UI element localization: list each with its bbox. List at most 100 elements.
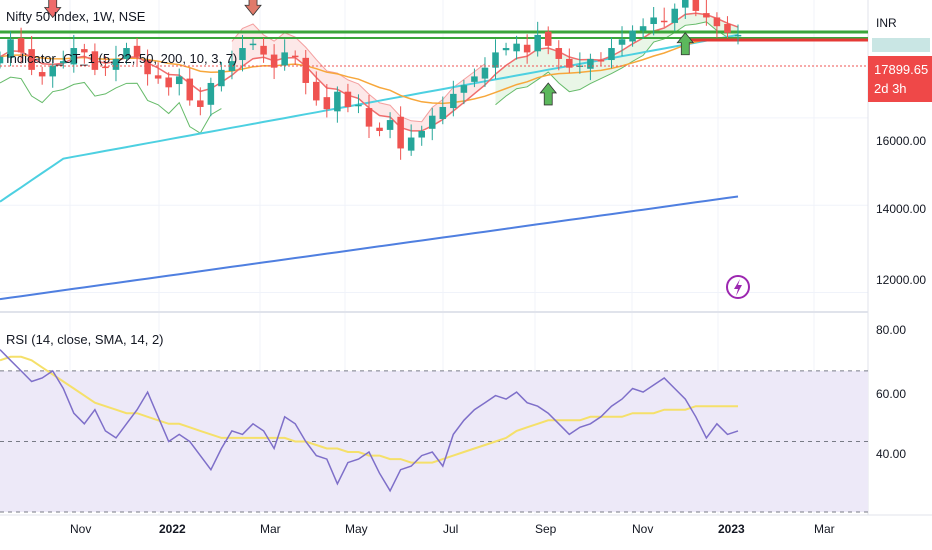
- currency-label: INR: [876, 16, 897, 30]
- candle-body-70: [734, 34, 742, 37]
- lightning-icon[interactable]: [734, 279, 742, 296]
- candle-body-16: [165, 77, 172, 88]
- candle-body-41: [428, 115, 436, 129]
- supertrend-early-line: [0, 76, 222, 134]
- candle-body-3: [28, 49, 35, 70]
- candle-body-31: [323, 97, 331, 110]
- candle-body-62: [650, 17, 657, 25]
- candle-body-5: [49, 65, 56, 77]
- candle-body-2: [17, 38, 25, 53]
- candle-body-10: [102, 66, 109, 69]
- candle-body-22: [228, 61, 236, 71]
- candle-body-4: [38, 72, 46, 77]
- candle-body-59: [618, 39, 626, 45]
- supertrend-up-line: [495, 21, 739, 106]
- time-tick-2022: 2022: [159, 522, 186, 536]
- time-tick-nov-2022: Nov: [632, 522, 653, 536]
- candle-body-14: [144, 60, 151, 75]
- buy-arrow-2: [676, 32, 695, 56]
- candle-body-27: [281, 52, 288, 66]
- candle-body-63: [660, 20, 668, 23]
- candle-body-18: [186, 78, 194, 101]
- candle-body-9: [91, 51, 99, 70]
- resistance-lines: [0, 30, 868, 42]
- candle-body-64: [671, 8, 679, 23]
- candle-body-38: [397, 116, 404, 149]
- candle-body-67: [703, 13, 710, 18]
- time-tick-may: May: [345, 522, 368, 536]
- indicator-legend[interactable]: Indicator_CT_1 (5, 22, 50, 200, 10, 3, 7…: [6, 51, 238, 66]
- candle-body-53: [555, 48, 563, 59]
- candle-body-15: [154, 75, 162, 79]
- time-tick-nov-2021: Nov: [70, 522, 91, 536]
- candle-body-25: [260, 45, 267, 55]
- price-tick-14000: 14000.00: [876, 202, 926, 216]
- candle-body-11: [112, 58, 120, 70]
- sell-arrow-2: [244, 0, 262, 16]
- candle-body-66: [692, 0, 700, 11]
- candle-body-61: [639, 26, 647, 31]
- time-tick-sep: Sep: [535, 522, 557, 536]
- candle-body-29: [302, 57, 310, 83]
- candle-body-12: [123, 48, 130, 59]
- symbol-legend[interactable]: Nifty 50 Index, 1W, NSE: [6, 9, 146, 24]
- candle-body-54: [566, 58, 573, 68]
- candle-body-21: [218, 69, 225, 87]
- candlestick-series: [0, 0, 742, 160]
- candle-body-23: [239, 48, 246, 61]
- candle-body-34: [355, 104, 362, 107]
- candle-body-65: [682, 0, 689, 8]
- candle-body-32: [334, 91, 341, 112]
- candle-body-44: [460, 85, 468, 93]
- last-price-badge: [868, 56, 932, 102]
- rsi-tick-60: 60.00: [876, 387, 906, 401]
- supertrend-up-fill: [495, 13, 738, 105]
- candle-body-13: [133, 45, 141, 57]
- candle-body-58: [608, 48, 615, 61]
- time-tick-2023: 2023: [718, 522, 745, 536]
- rsi-tick-40: 40.00: [876, 447, 906, 461]
- rsi-line: [0, 349, 739, 493]
- candle-body-36: [376, 127, 383, 131]
- candle-body-50: [523, 44, 531, 53]
- candle-body-1: [7, 39, 14, 58]
- candle-body-45: [471, 76, 478, 82]
- candle-body-8: [81, 49, 88, 53]
- candle-body-24: [249, 43, 257, 46]
- buy-arrow-1: [539, 82, 558, 106]
- chart-grid: [0, 0, 868, 515]
- countdown-label: 2d 3h: [874, 81, 907, 96]
- price-tick-12000: 12000.00: [876, 273, 926, 287]
- candle-body-48: [502, 48, 510, 51]
- candle-body-55: [576, 65, 584, 67]
- price-tick-16000: 16000.00: [876, 134, 926, 148]
- supertrend-down-fill: [231, 24, 485, 131]
- candle-body-6: [59, 61, 67, 64]
- rsi-ma-line: [0, 355, 738, 464]
- candle-body-19: [197, 100, 204, 107]
- candle-body-52: [544, 31, 552, 46]
- candle-body-51: [534, 34, 541, 52]
- candle-body-30: [313, 81, 320, 101]
- candle-body-47: [492, 52, 499, 68]
- ema200-line: [0, 195, 739, 301]
- sell-arrow-1: [43, 0, 62, 19]
- candle-body-26: [270, 54, 278, 68]
- candle-body-42: [439, 106, 447, 119]
- candle-body-20: [207, 82, 215, 105]
- candle-body-7: [70, 48, 78, 65]
- candle-body-35: [365, 108, 373, 127]
- candle-body-46: [481, 67, 489, 79]
- rsi-pane: [0, 349, 868, 513]
- candle-body-39: [407, 137, 415, 151]
- candle-body-28: [291, 55, 299, 58]
- time-tick-jul: Jul: [443, 522, 458, 536]
- candle-body-49: [513, 43, 520, 52]
- candle-body-43: [450, 93, 457, 109]
- currency-underline: [872, 38, 930, 52]
- signal-arrows: [43, 0, 695, 106]
- candle-body-57: [597, 60, 605, 62]
- candle-body-40: [418, 130, 425, 138]
- rsi-legend[interactable]: RSI (14, close, SMA, 14, 2): [6, 332, 164, 347]
